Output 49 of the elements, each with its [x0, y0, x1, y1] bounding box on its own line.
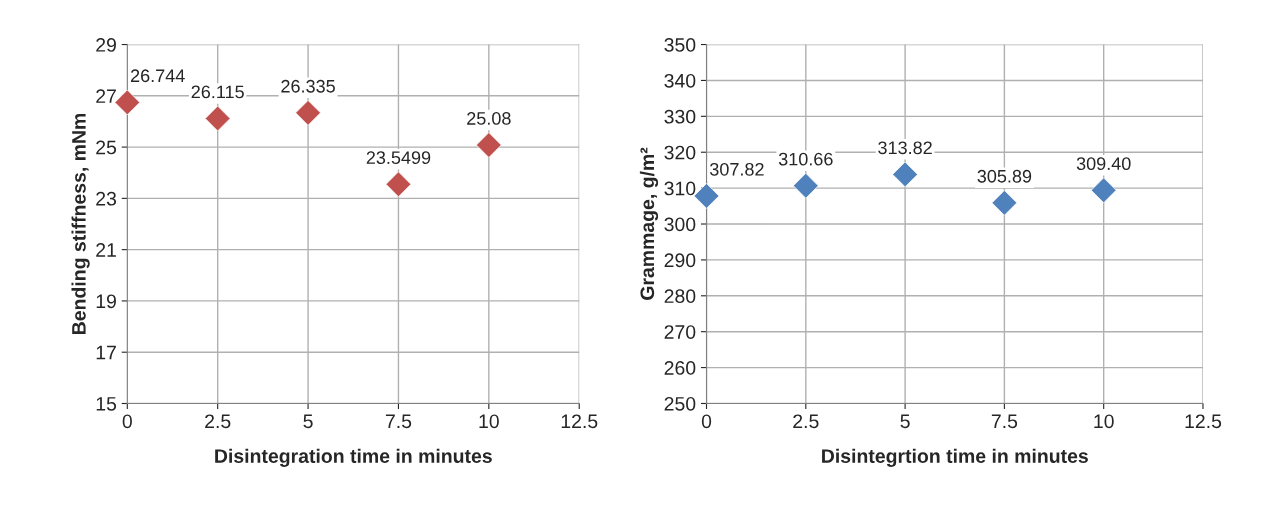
y-tick-label: 350 — [664, 38, 696, 52]
y-tick-label: 19 — [96, 294, 116, 309]
y-tick-label: 25 — [96, 140, 117, 155]
text: 25.08 — [467, 112, 511, 125]
x-tick-label: 2.5 — [205, 414, 231, 429]
text: 307.82 — [709, 162, 764, 176]
text: 23.5499 — [366, 151, 431, 165]
y-tick-label: 21 — [96, 243, 116, 257]
y-axis-title: Bending stiffness, mNm — [71, 113, 90, 334]
x-tick-label: 12.5 — [561, 414, 598, 429]
text: 310.66 — [778, 152, 833, 166]
y-tick-label: 260 — [664, 361, 696, 375]
x-tick-label: 0 — [701, 414, 712, 429]
x-tick-label: 7.5 — [385, 414, 412, 429]
y-tick-label: 340 — [664, 73, 696, 88]
y-tick-label: 300 — [664, 217, 696, 232]
y-tick-label: 280 — [664, 289, 696, 304]
point — [295, 100, 321, 126]
text: 309.40 — [1076, 157, 1131, 171]
point — [892, 161, 918, 188]
x-tick-label: 0 — [122, 414, 132, 429]
y-tick-label: 310 — [664, 181, 696, 196]
text: 26.335 — [281, 79, 335, 93]
x-tick-label: 5 — [900, 414, 910, 429]
y-tick-label: 250 — [664, 396, 696, 411]
y-tick-label: 17 — [96, 345, 116, 360]
text: 313.82 — [878, 141, 932, 155]
point — [476, 132, 502, 158]
y-tick-label: 270 — [664, 325, 696, 339]
y-tick-label: 330 — [664, 109, 696, 124]
y-tick-label: 23 — [96, 191, 117, 206]
y-axis-title: Grammage, g/m² — [639, 147, 659, 300]
y-tick-label: 27 — [96, 89, 116, 103]
x-axis-title: Disintegration time in minutes — [215, 448, 492, 467]
y-tick-label: 29 — [96, 38, 116, 52]
y-tick-label: 290 — [664, 253, 696, 268]
x-tick-label: 12.5 — [1185, 414, 1222, 429]
y-tick-label: 320 — [664, 145, 696, 160]
x-tick-label: 7.5 — [991, 414, 1018, 429]
x-tick-label: 10 — [1094, 414, 1114, 429]
y-tick-label: 15 — [96, 397, 117, 411]
x-tick-label: 5 — [303, 414, 313, 429]
text: 26.744 — [130, 69, 185, 83]
x-axis-title: Disintegrtion time in minutes — [822, 448, 1088, 467]
x-tick-label: 2.5 — [793, 414, 819, 429]
point — [991, 190, 1018, 216]
text: 26.115 — [191, 85, 244, 99]
text: 305.89 — [977, 169, 1032, 183]
x-tick-label: 10 — [479, 414, 499, 429]
